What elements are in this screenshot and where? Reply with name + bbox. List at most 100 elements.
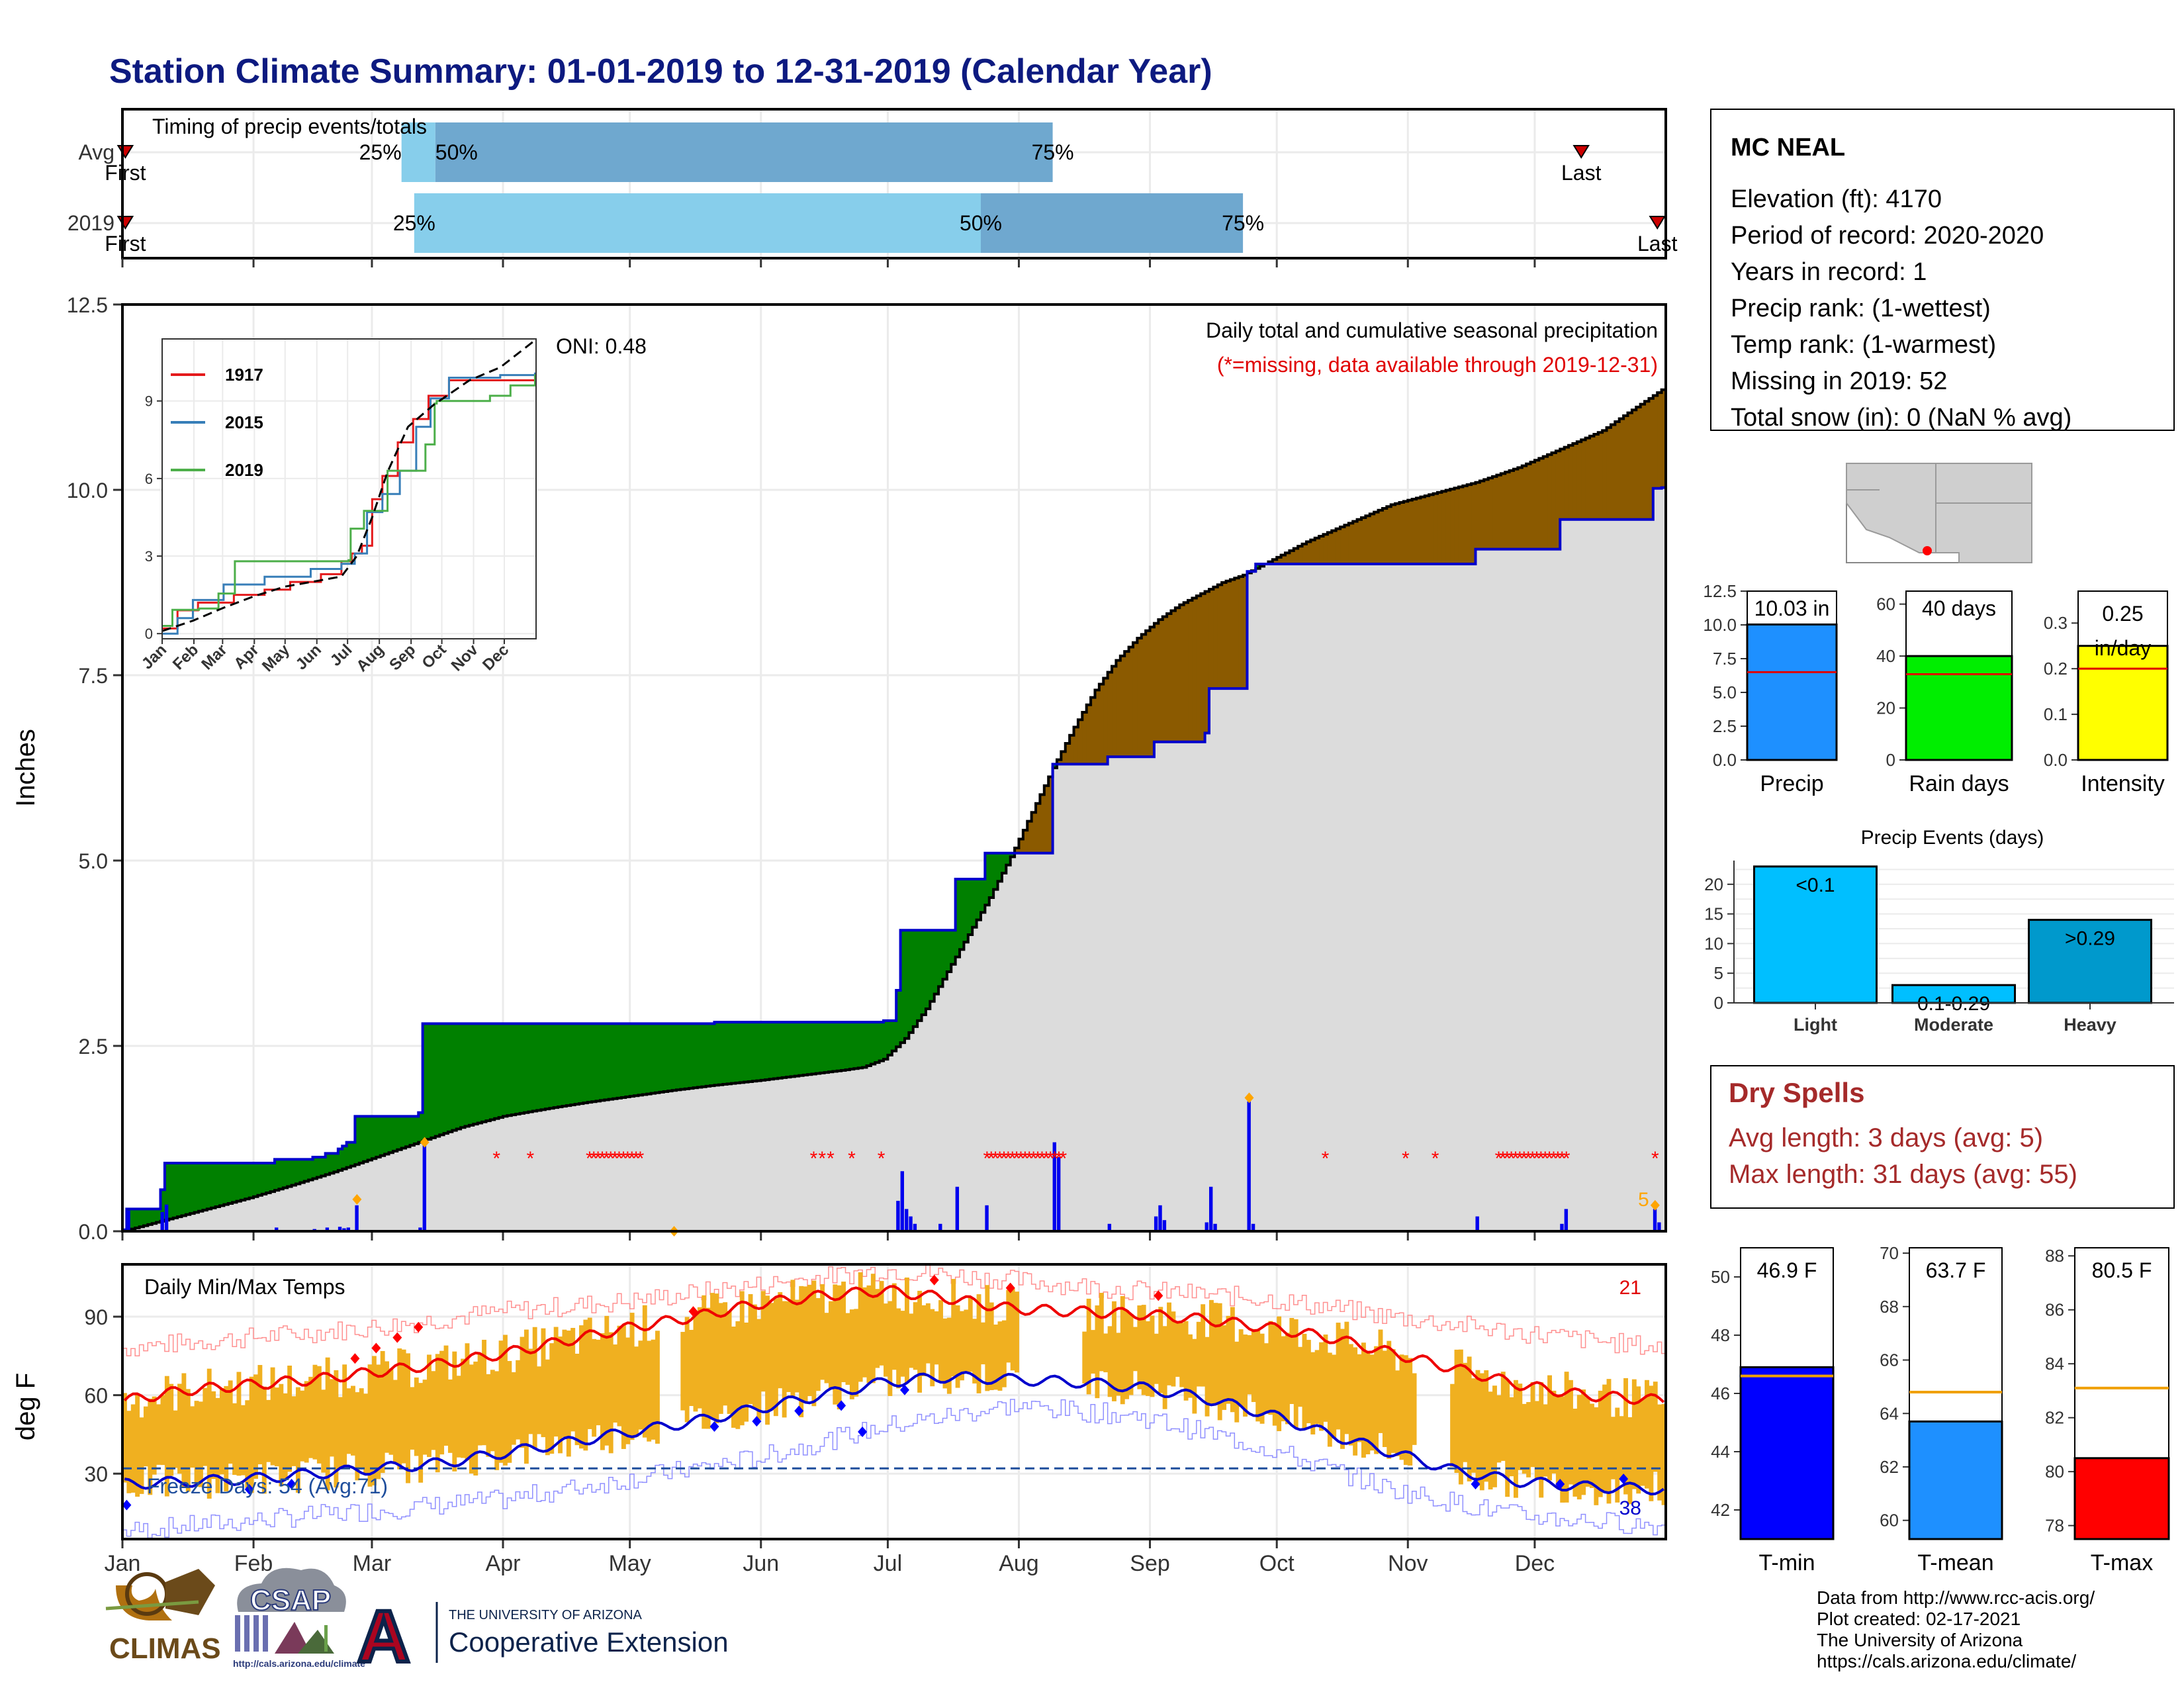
events-category-label: Moderate	[1914, 1015, 1993, 1035]
missing-day-marker: *	[632, 1148, 640, 1170]
precip-surplus-area	[456, 1023, 461, 1129]
precip-deficit-area	[1230, 579, 1235, 689]
credit-data-source: Data from http://www.rcc-acis.org/	[1817, 1587, 2095, 1608]
precip-surplus-area	[516, 1023, 521, 1115]
precip-deficit-area	[1636, 406, 1641, 520]
precip-surplus-area	[647, 1023, 652, 1094]
precip-deficit-area	[1332, 530, 1337, 564]
first-event-label: First	[105, 232, 146, 256]
precip-surplus-area	[443, 1023, 449, 1134]
precip-surplus-area	[503, 1023, 508, 1117]
daily-temp-bar	[786, 1301, 791, 1392]
precip-surplus-area	[414, 1116, 419, 1144]
precip-surplus-area	[203, 1162, 208, 1211]
daily-temp-bar	[980, 1322, 985, 1365]
daily-temp-bar	[169, 1383, 174, 1476]
precip-deficit-area	[1162, 616, 1167, 742]
precip-deficit-area	[1484, 479, 1489, 549]
daily-temp-bar	[887, 1301, 893, 1396]
daily-temp-bar	[769, 1303, 774, 1411]
precip-surplus-area	[642, 1023, 647, 1095]
precip-surplus-area	[960, 879, 965, 950]
precip-deficit-area	[1640, 404, 1645, 520]
daily-temp-bar	[942, 1318, 948, 1389]
daily-temp-bar	[638, 1340, 643, 1430]
precip-surplus-area	[604, 1023, 610, 1100]
precip-surplus-area	[388, 1116, 394, 1153]
daily-temp-bar	[913, 1302, 918, 1370]
daily-temp-bar	[879, 1281, 884, 1366]
precip-deficit-area	[1208, 589, 1214, 689]
precip-surplus-area	[608, 1023, 614, 1100]
precip-deficit-area	[1281, 555, 1286, 564]
daily-temp-bar	[473, 1361, 478, 1476]
precip-deficit-area	[1518, 467, 1523, 549]
daily-temp-bar	[574, 1354, 580, 1446]
precip-surplus-area	[215, 1162, 220, 1207]
precip-deficit-area	[1293, 548, 1298, 564]
daily-temp-bar	[642, 1305, 647, 1438]
timing-bar-25-50	[401, 122, 435, 182]
daily-temp-bar	[1086, 1298, 1091, 1395]
temp-summary-label: T-min	[1759, 1550, 1815, 1575]
precip-surplus-area	[528, 1023, 533, 1112]
credits: Data from http://www.rcc-acis.org/ Plot …	[1817, 1587, 2095, 1671]
precip-surplus-area	[870, 1022, 876, 1064]
daily-temp-bar	[794, 1299, 799, 1393]
daily-temp-bar	[1572, 1408, 1578, 1497]
precip-surplus-area	[185, 1162, 191, 1215]
last-event-marker	[1572, 145, 1590, 159]
precip-surplus-area	[993, 853, 999, 890]
dry-spells-title: Dry Spells	[1729, 1077, 1864, 1108]
precip-deficit-area	[1289, 550, 1295, 564]
daily-temp-bar	[1585, 1397, 1590, 1487]
precip-deficit-area	[1158, 620, 1163, 742]
station-missing: Missing in 2019: 52	[1731, 367, 1947, 395]
precip-surplus-area	[486, 1023, 491, 1121]
daily-temp-bar	[173, 1410, 178, 1468]
precip-deficit-area	[1040, 794, 1045, 853]
precip-deficit-area	[1589, 436, 1594, 520]
daily-temp-bar	[266, 1399, 271, 1462]
inset-series-line-2015	[162, 372, 536, 635]
temp-summary-value: 46.9 F	[1757, 1258, 1817, 1282]
summary-y-tick-label: 12.5	[1703, 581, 1737, 601]
daily-temp-bar	[287, 1365, 293, 1472]
daily-temp-bar	[203, 1387, 208, 1466]
precip-deficit-area	[1505, 472, 1510, 549]
precip-surplus-area	[363, 1116, 369, 1162]
daily-temp-bar	[1378, 1329, 1383, 1433]
precip-deficit-area	[1340, 527, 1345, 564]
daily-temp-bar	[1369, 1354, 1375, 1451]
daily-temp-bar	[1230, 1307, 1235, 1413]
precip-surplus-area	[291, 1159, 296, 1186]
inset-y-tick-label: 0	[145, 626, 153, 642]
missing-day-marker: *	[637, 1148, 645, 1170]
daily-temp-bar	[295, 1387, 300, 1493]
temp-summary-label: T-max	[2091, 1550, 2153, 1575]
precip-deficit-area	[1141, 634, 1146, 757]
precip-surplus-area	[135, 1209, 140, 1228]
daily-temp-bar	[1657, 1404, 1662, 1501]
precip-surplus-area	[1001, 853, 1007, 874]
daily-temp-bar	[1205, 1336, 1210, 1417]
daily-temp-bar	[1522, 1403, 1527, 1474]
daily-temp-bar	[1306, 1340, 1311, 1424]
precip-deficit-area	[1560, 449, 1565, 520]
precip-surplus-area	[316, 1157, 322, 1178]
daily-temp-bar	[1264, 1343, 1269, 1414]
precip-surplus-area	[765, 1022, 770, 1080]
daily-temp-bar	[443, 1345, 449, 1446]
temp-y-tick-label: 90	[84, 1305, 108, 1329]
precip-deficit-area	[1306, 541, 1311, 564]
precip-surplus-area	[773, 1022, 778, 1079]
missing-day-marker: *	[810, 1148, 818, 1170]
daily-temp-bar	[190, 1406, 195, 1468]
daily-temp-bar	[884, 1303, 888, 1377]
daily-temp-bar	[553, 1327, 559, 1437]
daily-temp-bar	[392, 1380, 398, 1464]
daily-temp-bar	[1602, 1384, 1608, 1493]
daily-temp-bar	[330, 1379, 334, 1457]
daily-precip-bar	[896, 1201, 900, 1231]
precip-surplus-area	[523, 1023, 529, 1113]
